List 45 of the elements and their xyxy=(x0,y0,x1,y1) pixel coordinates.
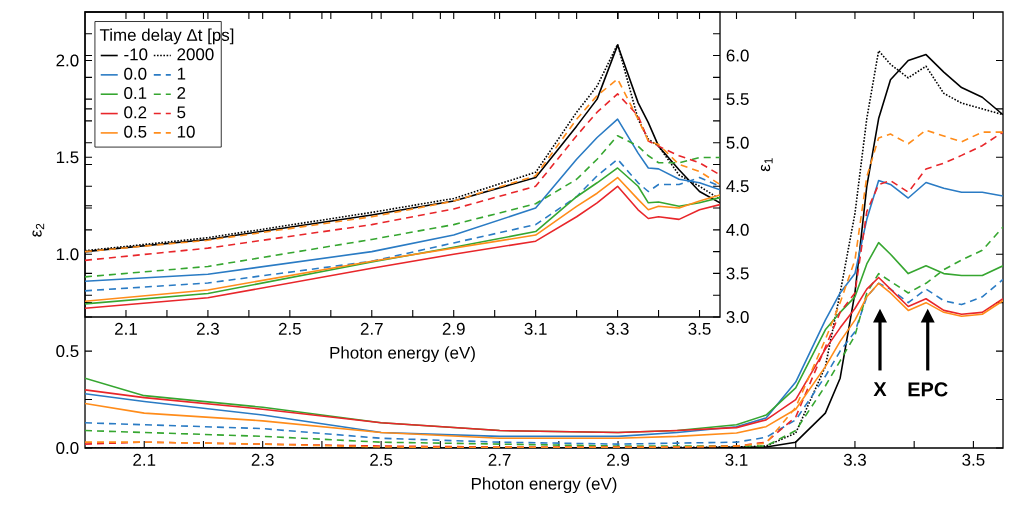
legend-label: 0.2 xyxy=(124,106,147,119)
x-tick-label: 2.9 xyxy=(442,322,465,335)
annotation: X xyxy=(873,382,887,397)
legend-label: 2000 xyxy=(177,48,214,61)
legend-label: 5 xyxy=(177,106,186,119)
legend-label: 2 xyxy=(177,87,186,99)
y-tick-label: 5.0 xyxy=(726,136,749,149)
x-axis-title: Photon energy (eV) xyxy=(330,346,475,363)
y-tick-label: 0.5 xyxy=(56,345,79,358)
x-tick-label: 2.3 xyxy=(251,453,274,466)
y-tick-label: 1.5 xyxy=(56,151,79,164)
x-tick-label: 2.1 xyxy=(115,322,137,335)
x-tick-label: 2.9 xyxy=(607,453,630,466)
x-tick-label: 3.1 xyxy=(725,453,748,466)
x-tick-label: 3.1 xyxy=(524,322,547,335)
x-tick-label: 2.3 xyxy=(197,322,219,335)
legend-label: -10 xyxy=(124,48,148,61)
legend-label: 10 xyxy=(177,125,195,138)
y-tick-label: 4.5 xyxy=(726,180,749,193)
y-tick-label: 3.5 xyxy=(726,267,749,280)
x-tick-label: 2.7 xyxy=(488,453,511,466)
x-tick-label: 3.3 xyxy=(843,453,866,466)
x-tick-label: 2.5 xyxy=(370,453,393,466)
y-tick-label: 2.0 xyxy=(56,54,79,67)
y-tick-label: 0.0 xyxy=(56,441,79,454)
legend-label: 1 xyxy=(177,67,186,80)
x-axis-title: Photon energy (eV) xyxy=(471,477,617,494)
legend-label: 0.1 xyxy=(124,87,147,100)
line-series xyxy=(85,179,1004,438)
y-tick-label: 6.0 xyxy=(726,49,749,62)
annotation: EPC xyxy=(908,382,948,397)
x-tick-label: 3.3 xyxy=(606,322,629,335)
y-tick-label: 3.0 xyxy=(726,310,749,323)
x-tick-label: 3.5 xyxy=(962,453,985,466)
y-axis-title: ε$_{2}$ xyxy=(32,223,45,237)
x-tick-label: 2.5 xyxy=(278,322,301,335)
x-tick-label: 2.1 xyxy=(133,453,156,466)
x-tick-label: 2.7 xyxy=(360,322,383,335)
x-tick-label: 3.5 xyxy=(688,322,711,335)
y-tick-label: 1.0 xyxy=(56,248,79,261)
y-tick-label: 4.0 xyxy=(726,223,749,236)
legend-label: 0.0 xyxy=(124,67,147,80)
y-tick-label: 5.5 xyxy=(726,93,749,106)
legend-label: 0.5 xyxy=(124,125,147,138)
y-axis-title: ε$_{1}$ xyxy=(760,158,773,172)
